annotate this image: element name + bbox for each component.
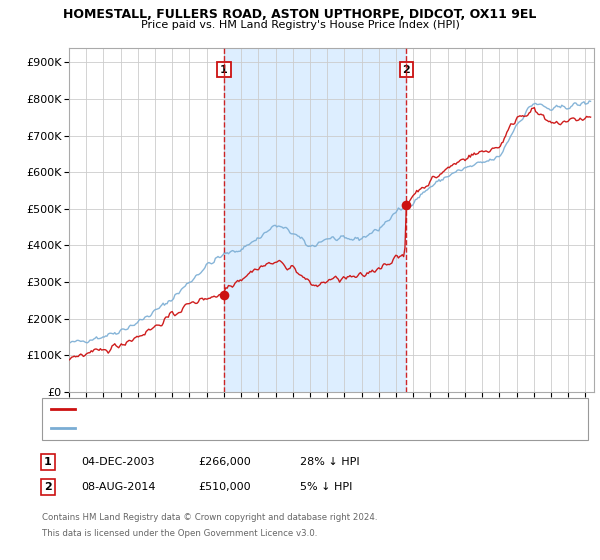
Text: 1: 1 [44, 457, 52, 467]
Text: HOMESTALL, FULLERS ROAD, ASTON UPTHORPE, DIDCOT, OX11 9EL (detached house): HOMESTALL, FULLERS ROAD, ASTON UPTHORPE,… [81, 405, 489, 414]
Text: £510,000: £510,000 [198, 482, 251, 492]
Bar [224, 48, 406, 392]
Text: 1: 1 [220, 64, 228, 74]
Text: £266,000: £266,000 [198, 457, 251, 467]
Text: HPI: Average price, detached house, South Oxfordshire: HPI: Average price, detached house, Sout… [81, 423, 343, 432]
Text: 04-DEC-2003: 04-DEC-2003 [81, 457, 155, 467]
Text: HOMESTALL, FULLERS ROAD, ASTON UPTHORPE, DIDCOT, OX11 9EL: HOMESTALL, FULLERS ROAD, ASTON UPTHORPE,… [64, 8, 536, 21]
Text: 08-AUG-2014: 08-AUG-2014 [81, 482, 155, 492]
Text: This data is licensed under the Open Government Licence v3.0.: This data is licensed under the Open Gov… [42, 529, 317, 538]
Text: 28% ↓ HPI: 28% ↓ HPI [300, 457, 359, 467]
Text: Price paid vs. HM Land Registry's House Price Index (HPI): Price paid vs. HM Land Registry's House … [140, 20, 460, 30]
Text: Contains HM Land Registry data © Crown copyright and database right 2024.: Contains HM Land Registry data © Crown c… [42, 513, 377, 522]
Text: 2: 2 [403, 64, 410, 74]
Text: 2: 2 [44, 482, 52, 492]
Text: 5% ↓ HPI: 5% ↓ HPI [300, 482, 352, 492]
